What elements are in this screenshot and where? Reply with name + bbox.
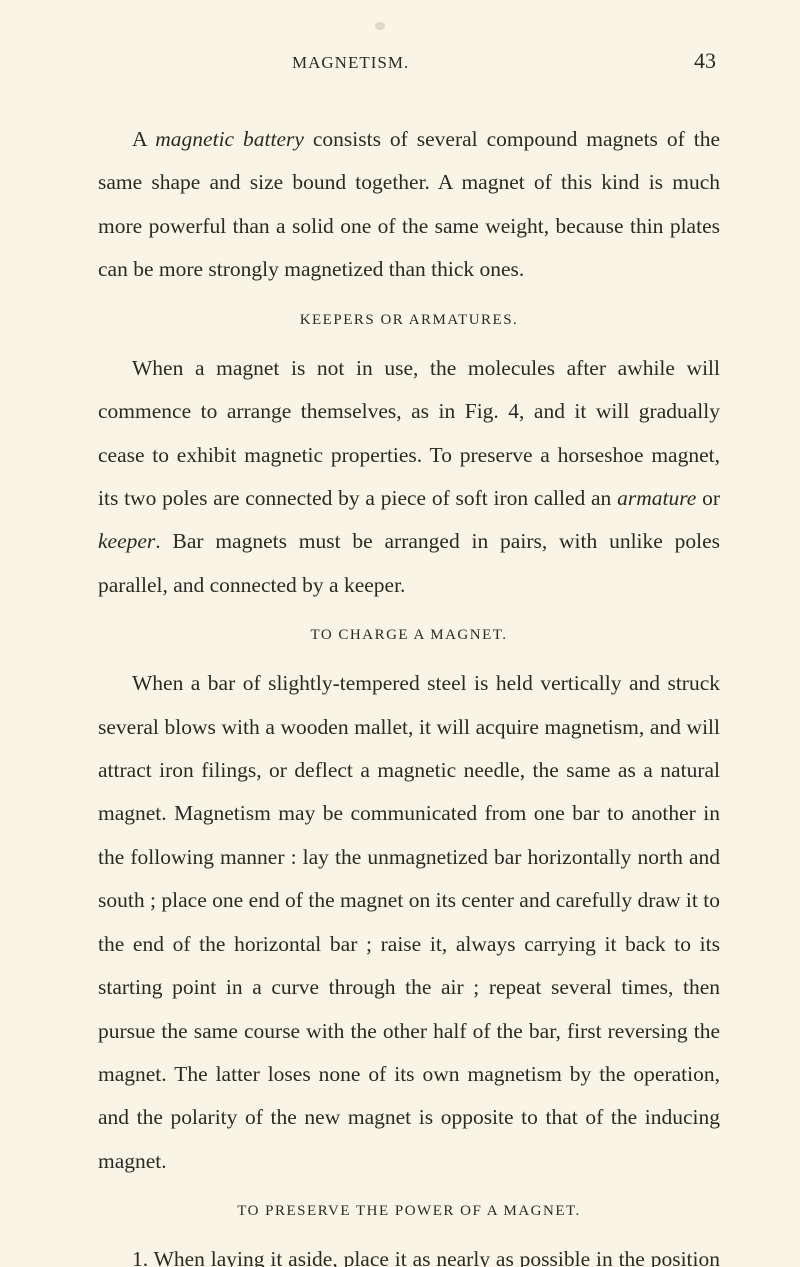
heading-keepers: KEEPERS OR ARMATURES. [98,312,720,329]
paragraph-preserve: 1. When laying it aside, place it as nea… [98,1238,720,1267]
term-armature: armature [617,486,696,510]
paragraph-charge: When a bar of slightly-tempered steel is… [98,662,720,1183]
heading-charge: TO CHARGE A MAGNET. [98,627,720,644]
paragraph-magnetic-battery: A magnetic battery consists of several c… [98,118,720,292]
running-title: MAGNETISM. [292,53,409,73]
text-post: . Bar magnets must be arranged in pairs,… [98,529,720,596]
paper-spot [375,22,385,30]
page-number: 43 [694,48,716,74]
page: MAGNETISM. 43 A magnetic battery consist… [0,0,800,1267]
heading-preserve: TO PRESERVE THE POWER OF A MAGNET. [98,1203,720,1220]
term-keeper: keeper [98,529,155,553]
paragraph-keepers: When a magnet is not in use, the molecul… [98,347,720,608]
running-head: MAGNETISM. 43 [102,48,716,74]
text-leadin: A [132,127,155,151]
text-mid: or [696,486,720,510]
term-magnetic-battery: magnetic battery [155,127,304,151]
